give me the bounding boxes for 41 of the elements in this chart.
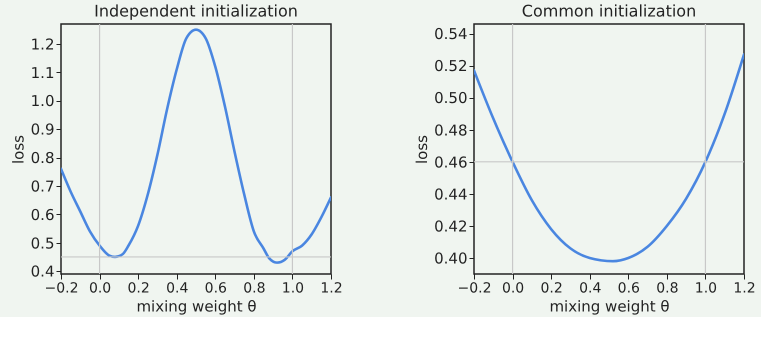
x-tick-label: −0.2: [458, 280, 492, 296]
x-tick-label: 1.2: [320, 280, 343, 296]
x-tick-label: 0.0: [502, 280, 524, 296]
x-tick-label: 0.2: [540, 280, 563, 296]
y-tick-label: 0.54: [434, 25, 468, 44]
x-tick-label: 0.2: [128, 280, 150, 296]
y-tick-label: 0.5: [30, 234, 54, 252]
y-tick-label: 0.50: [434, 89, 468, 108]
x-tick-label: 0.8: [243, 280, 266, 296]
y-tick-label: 0.7: [30, 177, 54, 196]
x-tick-label: 0.6: [618, 280, 640, 296]
x-axis-title: mixing weight θ: [136, 298, 257, 316]
y-tick-label: 1.2: [30, 35, 54, 54]
y-tick-label: 0.9: [30, 120, 54, 139]
x-tick-label: 1.0: [282, 280, 304, 296]
x-tick-label: 0.4: [166, 280, 188, 296]
chart-title: Common initialization: [522, 1, 696, 20]
x-tick-label: −0.2: [44, 280, 78, 296]
y-tick-label: 0.48: [434, 121, 468, 140]
y-axis-title: loss: [10, 134, 28, 164]
x-tick-label: 0.6: [204, 280, 228, 296]
y-tick-label: 0.4: [30, 262, 54, 281]
line-series: [474, 53, 744, 262]
x-axis-title: mixing weight θ: [549, 298, 670, 316]
y-tick-label: 0.52: [434, 57, 468, 76]
y-tick-label: 0.40: [434, 249, 468, 268]
x-tick-label: 0.8: [656, 280, 678, 296]
line-series: [61, 28, 331, 264]
y-tick-label: 0.6: [30, 206, 54, 224]
x-tick-label: 0.0: [88, 280, 112, 296]
x-tick-label: 1.0: [694, 280, 718, 296]
y-tick-label: 0.44: [434, 185, 468, 204]
y-tick-label: 0.46: [434, 153, 468, 172]
x-tick-label: 0.4: [579, 280, 602, 296]
x-tick-label: 1.2: [733, 280, 756, 296]
y-tick-label: 1.0: [30, 92, 54, 110]
y-tick-label: 1.1: [30, 64, 54, 82]
y-tick-label: 0.8: [30, 149, 54, 168]
chart-title: Independent initialization: [94, 1, 298, 20]
y-tick-label: 0.42: [434, 217, 468, 236]
y-axis-title: loss: [413, 134, 432, 164]
